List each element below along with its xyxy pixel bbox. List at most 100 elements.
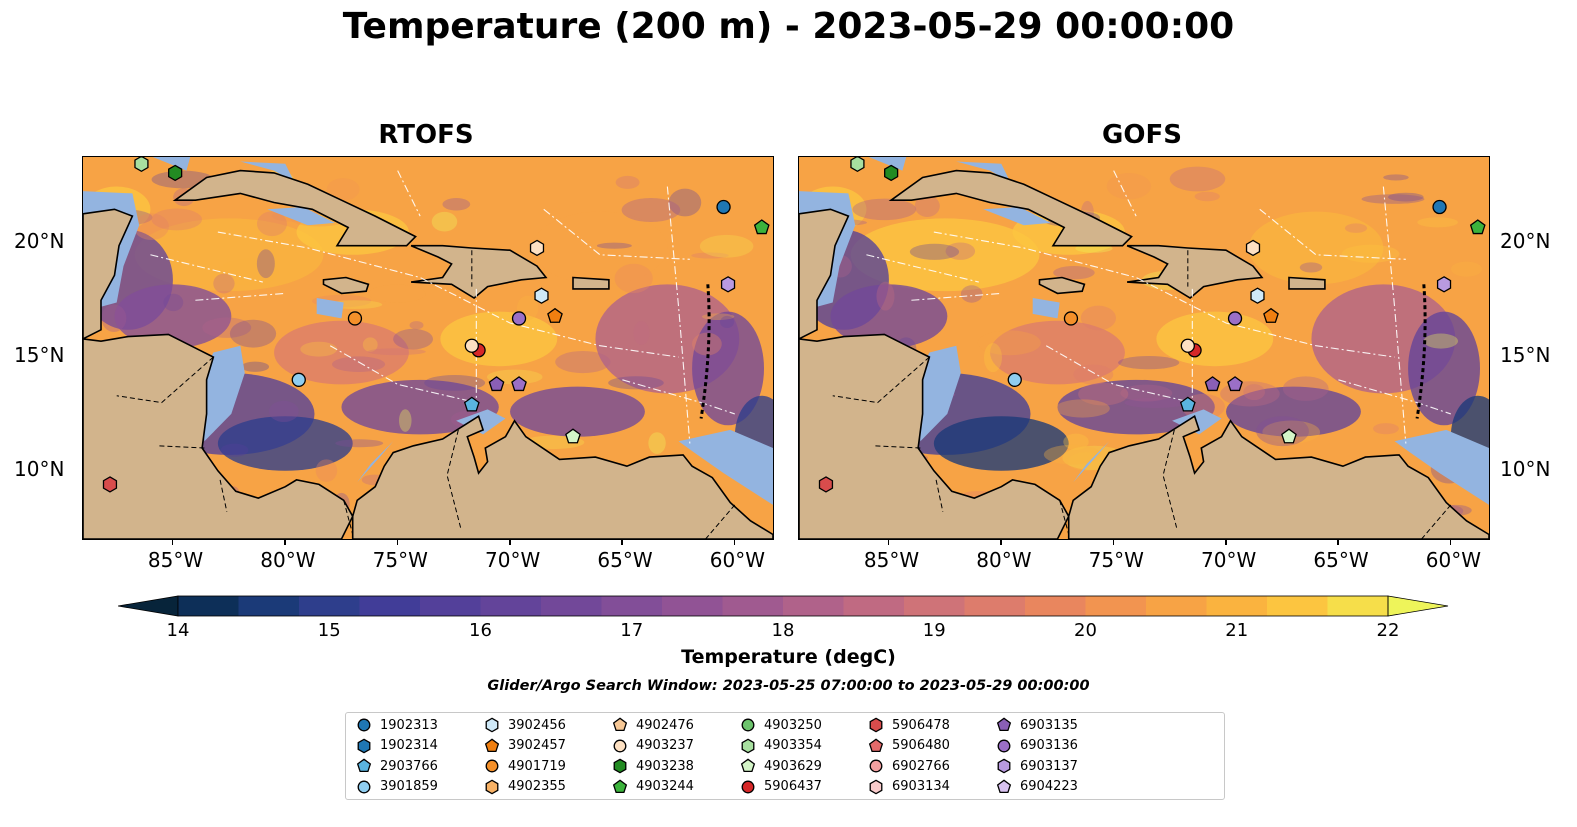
legend-marker[interactable] [741,738,755,753]
temperature-eddy [393,328,434,350]
float-marker-extra[interactable] [884,164,899,182]
float-marker-extra[interactable] [464,338,479,353]
float-marker-extra[interactable] [347,311,363,326]
temperature-eddy [335,439,384,448]
legend-marker[interactable] [996,717,1012,732]
float-marker-3902456[interactable] [1250,287,1265,304]
legend-marker[interactable] [869,717,883,733]
legend-marker[interactable] [613,739,627,752]
legend-marker[interactable] [485,759,499,773]
map-panel-gofs[interactable] [798,156,1490,540]
float-marker-extra[interactable] [1063,311,1079,326]
float-marker-4903629[interactable] [565,428,581,444]
land-mass [799,208,850,340]
float-marker-1902313[interactable] [1432,199,1447,215]
float-marker-3902456[interactable] [534,287,549,304]
temperature-eddy [1341,244,1400,263]
lon-tick-mark [1000,539,1002,545]
temperature-eddy [1299,262,1323,273]
float-marker-extra[interactable] [1245,239,1261,257]
shallow-shelf [983,207,1051,226]
float-marker-3902457[interactable] [547,307,563,323]
legend-marker[interactable] [869,779,883,794]
temperature-eddy [1055,399,1110,418]
legend-marker[interactable] [357,738,371,753]
legend-marker[interactable] [357,718,371,732]
float-marker-1902313[interactable] [716,199,731,215]
float-marker-3901859[interactable] [291,372,306,387]
float-marker-6903136[interactable] [1227,311,1243,326]
legend-label: 4903244 [636,779,694,794]
legend-marker-circle-icon [741,780,755,793]
float-marker-extra[interactable] [511,376,527,392]
legend-marker-pentagon-icon [356,758,372,773]
legend-marker[interactable] [997,739,1011,752]
float-marker-extra[interactable] [168,164,183,182]
legend-marker-pentagon-icon [868,738,884,752]
temperature-eddy [960,285,983,303]
float-marker-2903766[interactable] [463,396,480,412]
float-marker-5906478[interactable] [818,476,834,493]
legend-entry: 4903244 [612,777,694,797]
temperature-eddy [555,350,611,374]
colorbar-segment [1267,596,1328,616]
float-marker-6903135[interactable] [1204,376,1221,392]
legend-entry: 3902457 [484,736,566,756]
legend-marker[interactable] [741,718,755,732]
float-marker-6903137[interactable] [1436,276,1452,293]
lon-tick-mark [284,539,286,545]
map-panel-rtofs[interactable] [82,156,774,540]
float-marker-4903244[interactable] [1469,219,1486,235]
land-mass [322,276,370,295]
float-marker-5906478[interactable] [102,476,118,493]
eez-boundary [1045,345,1193,404]
temperature-patch [990,320,1125,385]
lon-tick-label: 65°W [1313,548,1369,572]
legend-marker-circle-icon [357,780,371,793]
legend-marker-pentagon-icon [484,738,500,752]
legend-marker[interactable] [484,738,500,752]
float-marker-4903354[interactable] [850,157,865,173]
float-marker-6903137[interactable] [720,276,736,293]
float-marker-3902457[interactable] [1263,307,1279,323]
temperature-eddy [1080,305,1116,331]
legend-marker[interactable] [869,759,883,773]
legend-entry: 4901719 [484,756,566,776]
legend-label: 5906478 [892,717,950,733]
legend-marker[interactable] [612,717,628,732]
legend-marker[interactable] [613,758,627,774]
panel-title-gofs: GOFS [1102,120,1182,150]
temperature-patch [1408,311,1481,426]
legend-marker[interactable] [868,738,884,752]
legend-marker[interactable] [357,780,371,793]
float-marker-3901859[interactable] [1007,372,1022,387]
legend-marker-hexagon-icon [357,738,371,753]
legend-marker-pentagon-icon [612,779,628,793]
float-marker-extra[interactable] [1180,338,1195,353]
temperature-eddy [220,443,249,457]
float-marker-4903354[interactable] [134,157,149,173]
float-marker-extra[interactable] [1227,376,1243,392]
legend-marker[interactable] [485,717,499,733]
legend-marker[interactable] [612,779,628,793]
temperature-eddy [1053,265,1095,280]
float-marker-4903629[interactable] [1281,428,1297,444]
legend-marker[interactable] [996,779,1012,793]
float-marker-extra[interactable] [529,239,545,257]
legend-marker[interactable] [356,758,372,773]
temperature-patch [1156,311,1274,367]
legend-marker[interactable] [741,780,755,793]
float-marker-2903766[interactable] [1179,396,1196,412]
float-marker-4903244[interactable] [753,219,770,235]
colorbar-tick-label: 22 [1376,620,1400,641]
temperature-eddy [699,234,754,258]
temperature-patch [217,416,353,471]
float-marker-6903136[interactable] [511,311,527,326]
lat-tick-label: 20°N [1500,229,1551,254]
legend-marker[interactable] [997,758,1011,774]
legend-marker[interactable] [740,758,756,773]
legend-marker[interactable] [485,779,499,794]
temperature-eddy [133,213,169,240]
float-marker-6903135[interactable] [488,376,505,392]
legend-label: 4903250 [764,717,822,733]
